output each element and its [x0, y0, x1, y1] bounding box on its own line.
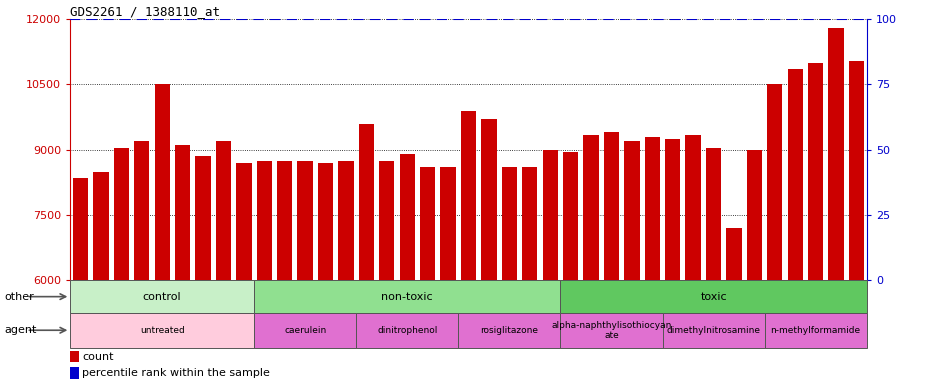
Bar	[70, 367, 79, 379]
Bar	[481, 119, 496, 384]
Text: dimethylnitrosamine: dimethylnitrosamine	[665, 326, 760, 335]
Bar	[379, 161, 394, 384]
Bar	[644, 137, 659, 384]
Bar	[725, 228, 741, 384]
Text: toxic: toxic	[699, 291, 726, 302]
Bar	[685, 134, 700, 384]
Bar	[767, 84, 782, 384]
Bar	[70, 313, 254, 348]
Bar	[154, 84, 169, 384]
Bar	[521, 167, 537, 384]
Bar	[623, 141, 639, 384]
Bar	[277, 161, 292, 384]
Bar	[94, 172, 109, 384]
Bar	[560, 280, 866, 313]
Bar	[256, 161, 271, 384]
Bar	[134, 141, 149, 384]
Bar	[70, 351, 79, 362]
Bar	[175, 146, 190, 384]
Bar	[563, 152, 578, 384]
Bar	[848, 61, 863, 384]
Bar	[215, 141, 231, 384]
Bar	[440, 167, 455, 384]
Text: other: other	[5, 291, 35, 302]
Text: n-methylformamide: n-methylformamide	[769, 326, 860, 335]
Bar	[583, 134, 598, 384]
Bar	[317, 163, 333, 384]
Bar	[542, 150, 557, 384]
Bar	[358, 124, 373, 384]
Bar	[705, 147, 721, 384]
Bar	[764, 313, 866, 348]
Bar	[461, 111, 475, 384]
Bar	[70, 280, 254, 313]
Text: caerulein: caerulein	[284, 326, 326, 335]
Bar	[254, 313, 356, 348]
Bar	[195, 156, 211, 384]
Text: control: control	[142, 291, 182, 302]
Text: untreated: untreated	[139, 326, 184, 335]
Text: count: count	[82, 352, 113, 362]
Bar	[458, 313, 560, 348]
Text: alpha-naphthylisothiocyan
ate: alpha-naphthylisothiocyan ate	[550, 321, 671, 340]
Text: non-toxic: non-toxic	[381, 291, 432, 302]
Bar	[746, 150, 761, 384]
Bar	[254, 280, 560, 313]
Bar	[787, 69, 802, 384]
Text: GDS2261 / 1388110_at: GDS2261 / 1388110_at	[70, 5, 220, 18]
Bar	[827, 28, 842, 384]
Bar	[236, 163, 251, 384]
Bar	[560, 313, 662, 348]
Bar	[603, 132, 619, 384]
Bar	[807, 63, 823, 384]
Bar	[113, 147, 129, 384]
Bar	[297, 161, 313, 384]
Text: agent: agent	[5, 325, 37, 335]
Text: rosiglitazone: rosiglitazone	[480, 326, 538, 335]
Bar	[501, 167, 517, 384]
Bar	[73, 178, 88, 384]
Bar	[356, 313, 458, 348]
Bar	[399, 154, 415, 384]
Bar	[662, 313, 764, 348]
Text: dinitrophenol: dinitrophenol	[376, 326, 437, 335]
Bar	[419, 167, 435, 384]
Bar	[338, 161, 353, 384]
Text: percentile rank within the sample: percentile rank within the sample	[82, 368, 270, 378]
Bar	[665, 139, 680, 384]
